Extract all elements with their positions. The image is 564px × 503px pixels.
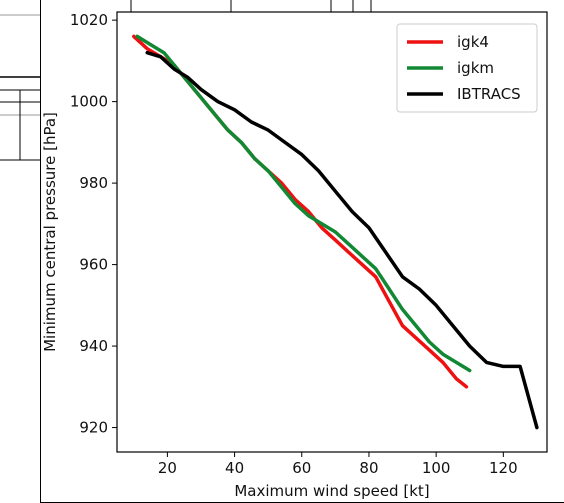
chart-window: 20 40 60 80 100 120 920 940 960 980 1000 1020 Maxim… bbox=[40, 0, 564, 503]
series-layer bbox=[132, 34, 539, 430]
x-tick-label: 40 bbox=[225, 459, 244, 477]
legend: igk4 igkm IBTRACS bbox=[396, 23, 538, 113]
series-line-ibtracs bbox=[145, 50, 539, 430]
x-tick-label: 120 bbox=[489, 459, 518, 477]
y-tick-label: 920 bbox=[79, 419, 108, 437]
legend-label-igk4: igk4 bbox=[457, 33, 489, 51]
x-tick-label: 60 bbox=[292, 459, 311, 477]
x-tick-label: 100 bbox=[422, 459, 451, 477]
ticks-layer: 20 40 60 80 100 120 920 940 960 980 1000 1020 bbox=[70, 11, 518, 477]
y-tick-label: 940 bbox=[79, 337, 108, 355]
y-tick-label: 980 bbox=[79, 174, 108, 192]
y-tick-label: 960 bbox=[79, 256, 108, 274]
x-tick-label: 80 bbox=[359, 459, 378, 477]
plot-area bbox=[116, 11, 548, 453]
legend-label-igkm: igkm bbox=[457, 59, 494, 77]
y-axis-label: Minimum central pressure [hPa] bbox=[41, 112, 59, 352]
series-line-igkm bbox=[135, 34, 472, 373]
x-tick-label: 20 bbox=[158, 459, 177, 477]
y-tick-label: 1020 bbox=[70, 11, 108, 29]
x-axis-label: Maximum wind speed [kt] bbox=[234, 482, 429, 500]
chart-svg: 20 40 60 80 100 120 920 940 960 980 1000 1020 Maxim… bbox=[41, 0, 548, 500]
y-tick-label: 1000 bbox=[70, 93, 108, 111]
legend-label-ibtracs: IBTRACS bbox=[457, 85, 521, 103]
legend-frame bbox=[396, 23, 538, 113]
